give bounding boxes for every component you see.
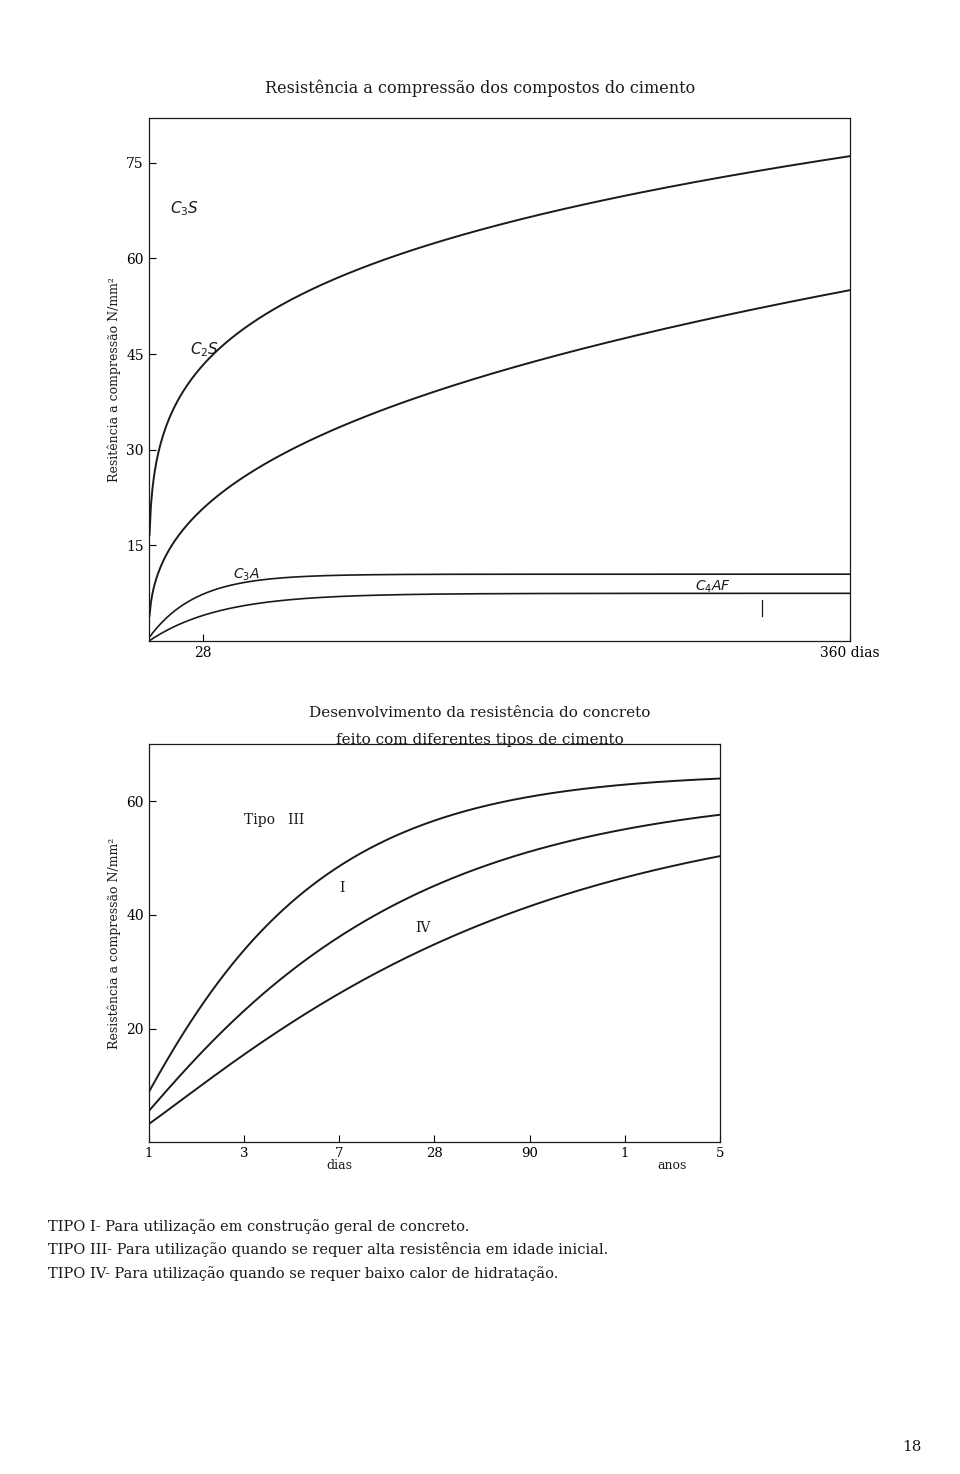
Text: TIPO I- Para utilização em construção geral de concreto.: TIPO I- Para utilização em construção ge… (48, 1219, 469, 1234)
Text: Desenvolvimento da resistência do concreto: Desenvolvimento da resistência do concre… (309, 706, 651, 721)
Text: $C_4AF$: $C_4AF$ (695, 578, 732, 594)
Text: Resistência a compressão dos compostos do cimento: Resistência a compressão dos compostos d… (265, 80, 695, 97)
Text: IV: IV (416, 921, 431, 935)
Text: Tipo   III: Tipo III (244, 814, 304, 827)
Text: dias: dias (326, 1159, 352, 1172)
Text: $C_3A$: $C_3A$ (233, 566, 260, 584)
Y-axis label: Resitência a compressão N/mm²: Resitência a compressão N/mm² (108, 277, 121, 482)
Text: $C_3S$: $C_3S$ (170, 199, 199, 218)
Text: 18: 18 (902, 1440, 922, 1455)
Y-axis label: Resistência a compressão N/mm²: Resistência a compressão N/mm² (108, 837, 121, 1049)
Text: I: I (339, 881, 345, 895)
Text: TIPO III- Para utilização quando se requer alta resistência em idade inicial.: TIPO III- Para utilização quando se requ… (48, 1243, 609, 1257)
Text: feito com diferentes tipos de cimento: feito com diferentes tipos de cimento (336, 733, 624, 747)
Text: $C_2S$: $C_2S$ (190, 340, 219, 358)
Text: TIPO IV- Para utilização quando se requer baixo calor de hidratação.: TIPO IV- Para utilização quando se reque… (48, 1266, 559, 1281)
Text: anos: anos (658, 1159, 687, 1172)
